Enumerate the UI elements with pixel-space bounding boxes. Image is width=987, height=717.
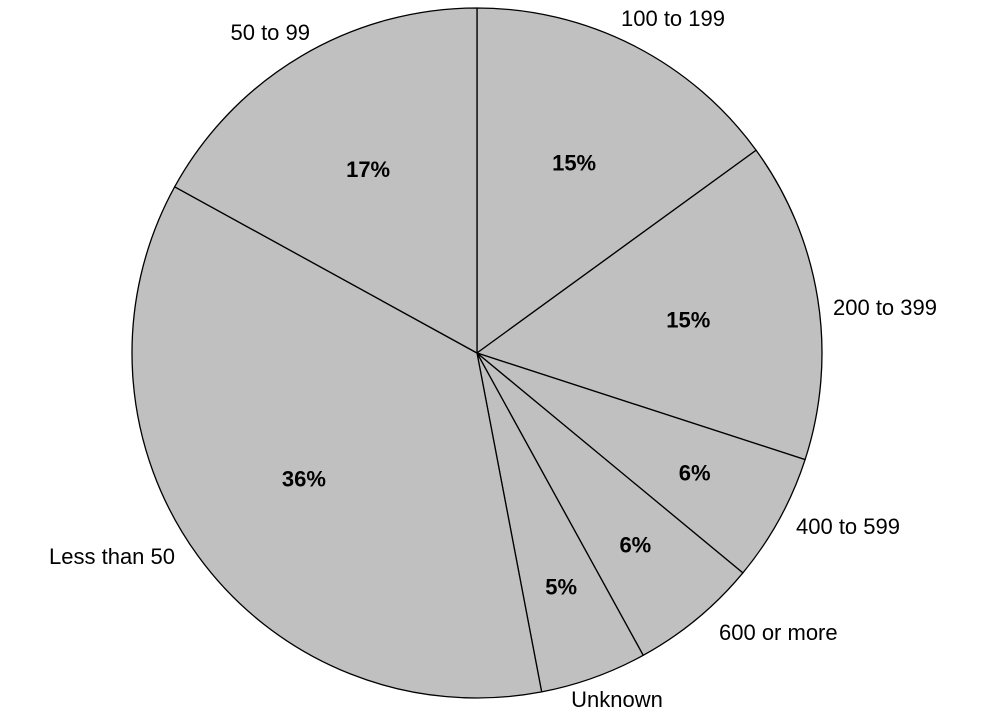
slice-category-label: 400 to 599 <box>796 514 900 539</box>
slice-percent-label: 5% <box>545 575 577 600</box>
slice-category-label: Less than 50 <box>49 544 175 569</box>
slice-percent-label: 36% <box>282 467 326 492</box>
slice-percent-label: 6% <box>679 461 711 486</box>
slice-category-label: 200 to 399 <box>833 295 937 320</box>
slice-percent-label: 6% <box>619 532 651 557</box>
slice-category-label: 50 to 99 <box>230 20 310 45</box>
slice-percent-label: 15% <box>552 150 596 175</box>
pie-slices <box>132 8 822 698</box>
slice-category-label: Unknown <box>571 687 663 712</box>
slice-percent-label: 17% <box>346 157 390 182</box>
slice-category-label: 100 to 199 <box>621 6 725 31</box>
slice-category-label: 600 or more <box>719 620 838 645</box>
slice-percent-label: 15% <box>666 308 710 333</box>
